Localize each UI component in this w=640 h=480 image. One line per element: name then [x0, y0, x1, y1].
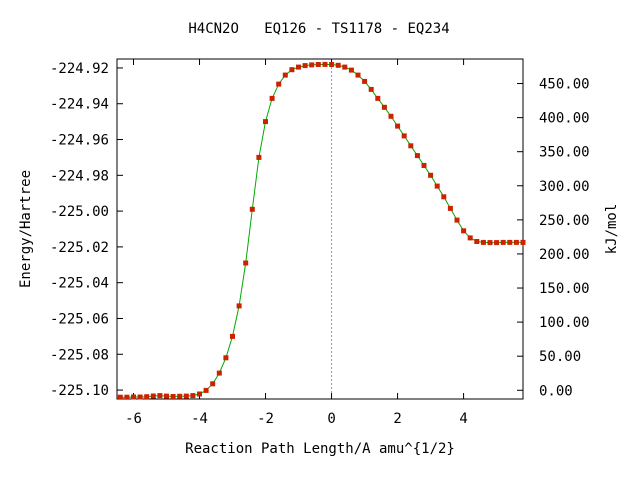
y2-tick-label: 250.00 [539, 213, 590, 229]
x-tick-label: 2 [393, 411, 401, 427]
data-point [144, 394, 150, 400]
y-tick-label: -224.92 [50, 61, 109, 77]
y2-tick-label: 50.00 [539, 349, 581, 365]
data-point [441, 194, 447, 200]
data-point [322, 61, 328, 67]
data-point [381, 104, 387, 110]
y2-axis-label: kJ/mol [604, 204, 620, 255]
data-point [157, 393, 163, 399]
y-tick-label: -225.02 [50, 240, 109, 256]
data-point [434, 183, 440, 189]
data-point [428, 172, 434, 178]
y2-tick-label: 0.00 [539, 383, 573, 399]
data-point [355, 72, 361, 78]
data-point [131, 394, 136, 400]
data-point [388, 113, 394, 119]
data-point [210, 381, 216, 387]
data-point [454, 217, 460, 223]
data-point [190, 393, 196, 399]
data-point [177, 393, 183, 399]
y-axis-label: Energy/Hartree [18, 170, 34, 288]
data-point [500, 239, 506, 245]
data-point [263, 119, 268, 125]
data-point [170, 394, 176, 399]
data-point [309, 62, 315, 68]
y-tick-label: -225.06 [50, 311, 109, 327]
x-tick-label: -4 [191, 411, 208, 427]
data-point [461, 228, 467, 234]
y2-tick-label: 100.00 [539, 315, 590, 331]
y2-tick-label: 400.00 [539, 111, 590, 127]
data-point [203, 387, 209, 393]
y-tick-label: -224.94 [50, 97, 109, 113]
data-point [197, 391, 202, 397]
y-tick-label: -225.08 [50, 347, 109, 363]
y-tick-label: -224.98 [50, 168, 109, 184]
data-point [223, 355, 229, 361]
data-point [507, 239, 513, 245]
data-point [150, 393, 156, 399]
data-point [329, 62, 335, 67]
data-point [302, 63, 308, 69]
data-point [256, 154, 262, 160]
data-point [164, 393, 169, 399]
x-tick-label: 4 [459, 411, 467, 427]
data-point [249, 206, 255, 212]
data-point [395, 123, 401, 129]
data-point [348, 67, 354, 73]
data-point [513, 239, 519, 245]
data-point [117, 394, 123, 400]
y2-tick-label: 350.00 [539, 145, 590, 161]
data-point [474, 239, 480, 244]
y-tick-label: -225.04 [50, 276, 109, 292]
chart-title: H4CN2O EQ126 - TS1178 - EQ234 [188, 21, 449, 37]
data-point [408, 143, 414, 149]
data-point [342, 64, 348, 70]
data-point [447, 205, 453, 211]
data-point [494, 240, 500, 246]
data-point [368, 86, 374, 92]
data-point [137, 394, 143, 400]
data-point [362, 78, 368, 84]
data-point [335, 62, 341, 68]
y2-tick-label: 200.00 [539, 247, 590, 263]
data-point [236, 303, 242, 309]
data-point [282, 72, 288, 78]
data-point [183, 393, 189, 399]
data-point [289, 67, 295, 73]
data-point [401, 133, 407, 139]
data-point [520, 239, 526, 245]
y-tick-label: -225.10 [50, 383, 109, 399]
x-tick-label: -2 [257, 411, 274, 427]
x-tick-label: -6 [125, 411, 142, 427]
y-tick-label: -224.96 [50, 133, 109, 149]
y2-tick-label: 150.00 [539, 281, 590, 297]
data-point [421, 163, 427, 168]
data-point [230, 333, 235, 339]
data-point [269, 95, 275, 101]
y2-tick-label: 450.00 [539, 77, 590, 93]
data-point [315, 62, 321, 67]
data-point [243, 260, 249, 266]
data-point [487, 240, 493, 246]
data-point [375, 95, 381, 101]
data-point [414, 153, 420, 159]
data-point [296, 64, 301, 70]
data-point [124, 394, 130, 400]
plot-frame [116, 58, 524, 400]
data-point [216, 370, 222, 376]
data-point [480, 239, 486, 245]
y2-tick-label: 300.00 [539, 179, 590, 195]
y-tick-label: -225.00 [50, 204, 109, 220]
data-point [467, 235, 473, 241]
x-axis-label: Reaction Path Length/A amu^{1/2} [185, 441, 455, 457]
x-tick-label: 0 [327, 411, 335, 427]
data-point [276, 81, 282, 87]
